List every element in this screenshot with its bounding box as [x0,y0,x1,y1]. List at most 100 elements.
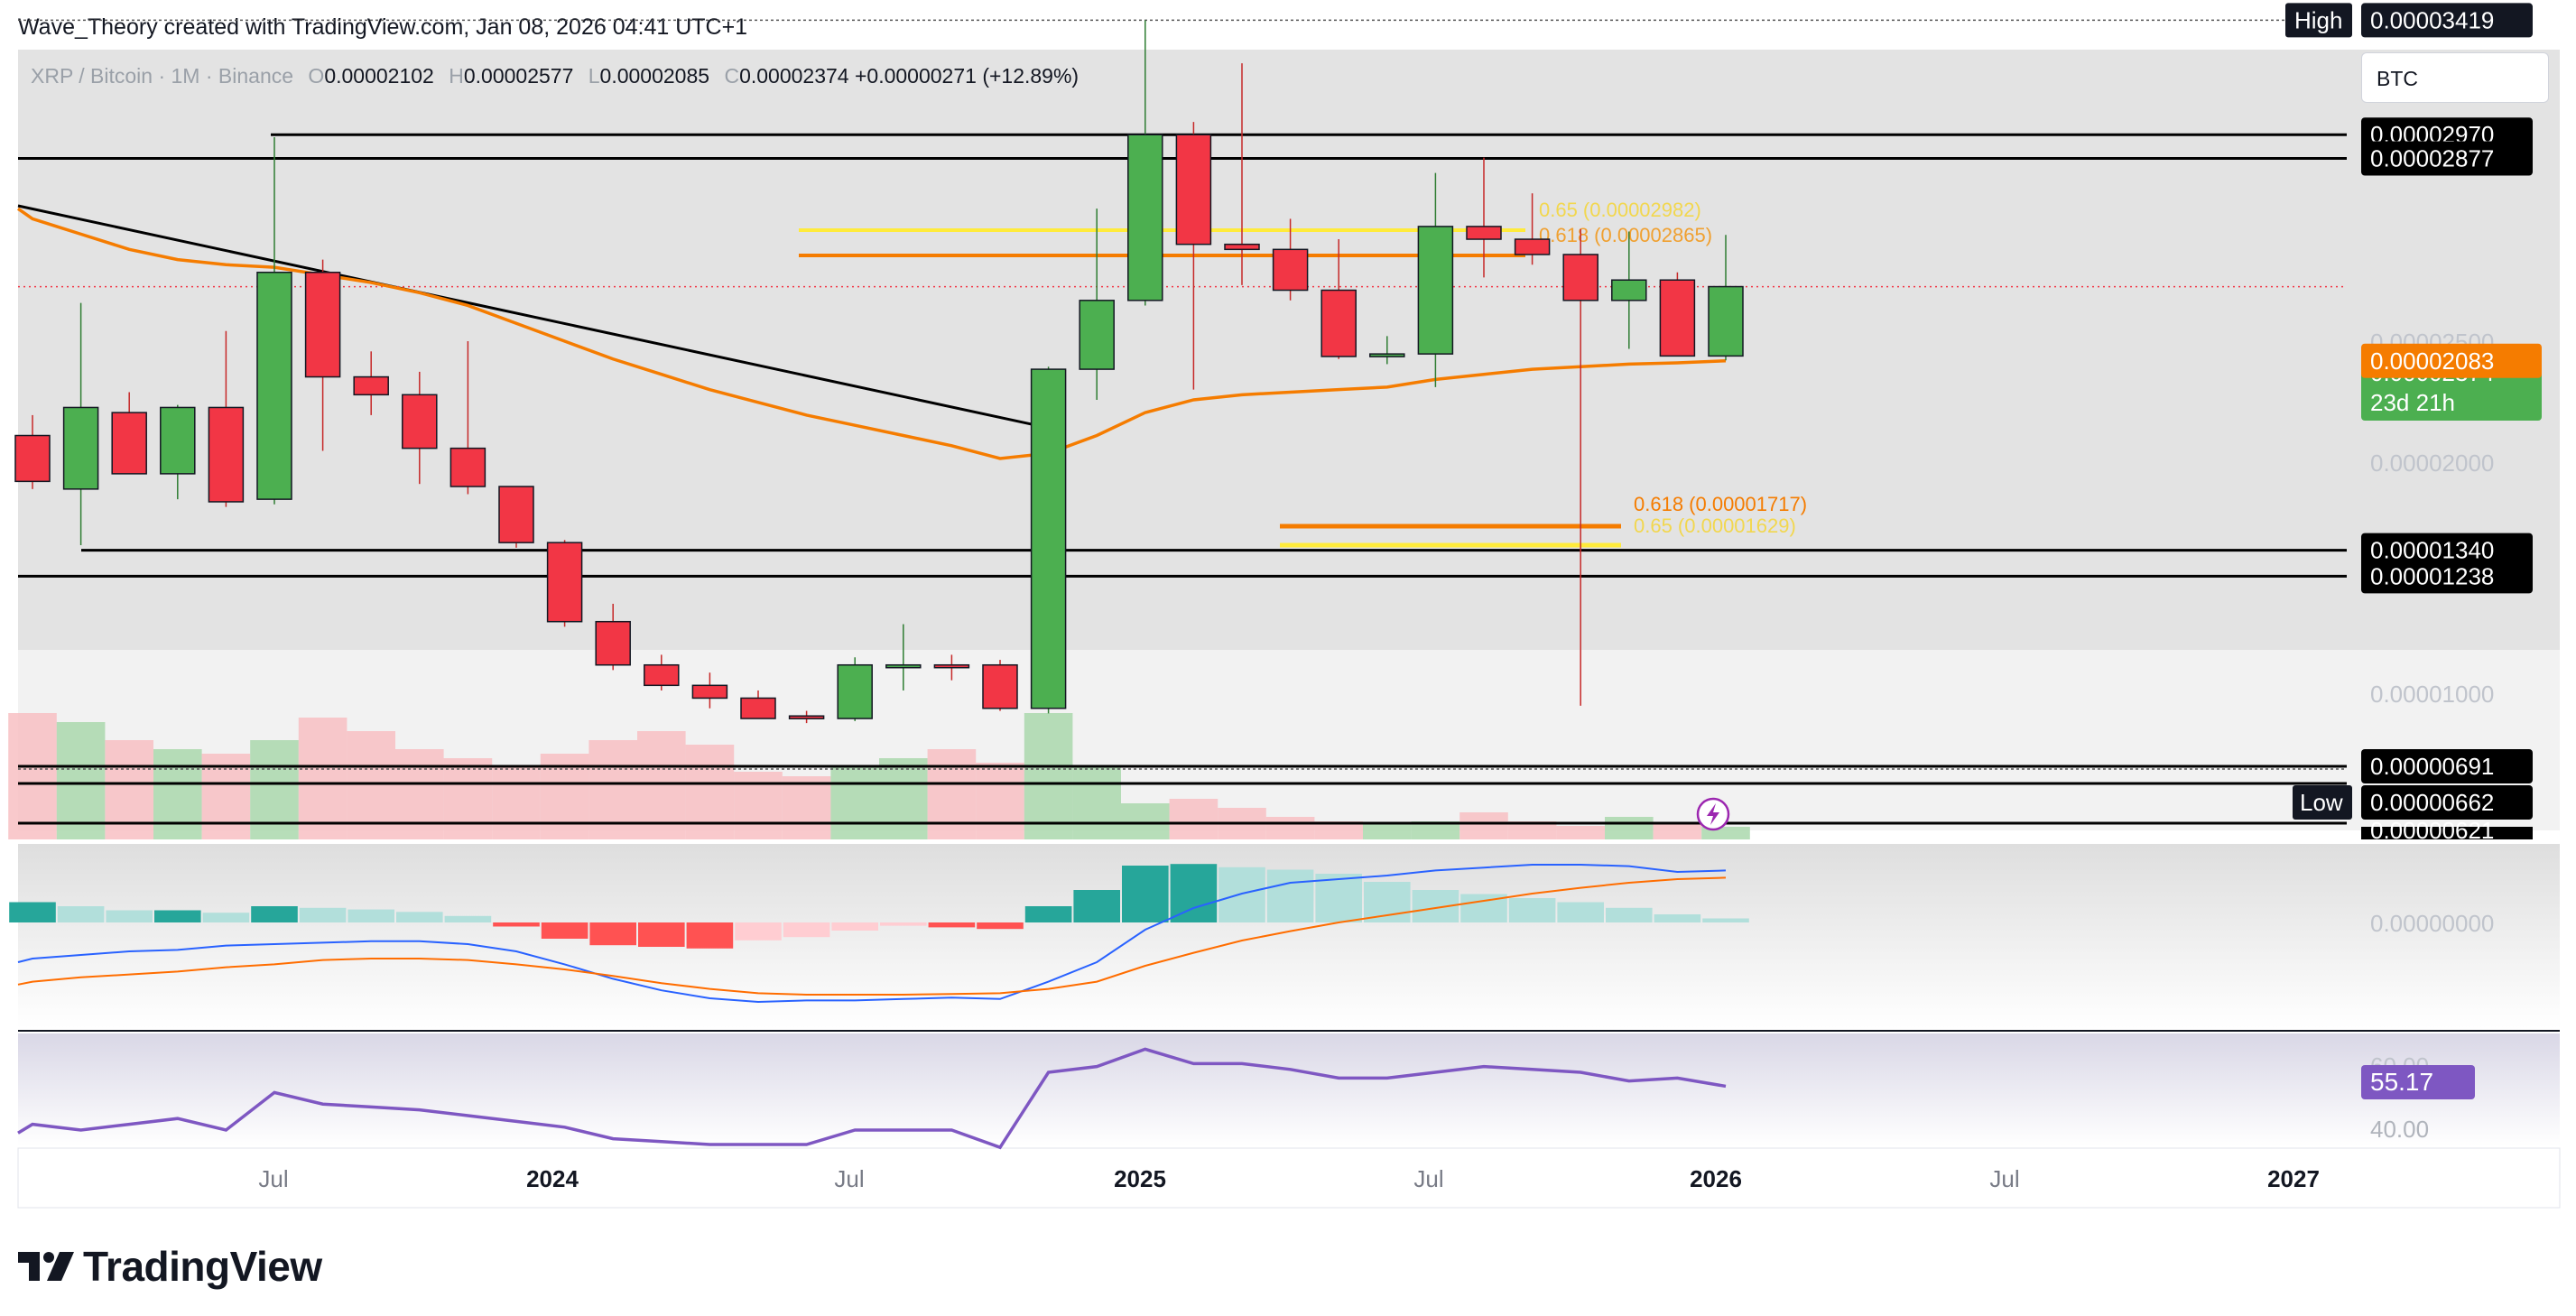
high-value: 0.00003419 [2370,6,2494,33]
shade-bar [879,758,928,839]
ohlc-legend: XRP / Bitcoin · 1M · Binance O0.00002102… [31,64,1079,88]
fib-0.618-upper-label: 0.618 (0.00002865) [1539,224,1712,246]
shade-bar [298,718,347,839]
macd-histogram-bar [1073,890,1120,922]
level-value: 0.00001238 [2370,562,2494,589]
candle-body [837,663,873,719]
macd-histogram-bar [1654,914,1701,922]
time-axis-label: 2024 [526,1165,579,1192]
lightning-bolt-icon [1707,803,1719,825]
candle-body [691,684,728,700]
level-value-bg [2361,559,2533,594]
macd-histogram-bar [347,909,394,922]
shade-bar [1314,821,1363,839]
macd-zero-tick: 0.00000000 [2370,910,2494,937]
candle-body [1320,289,1357,357]
trend-line [17,204,1066,433]
macd-histogram-bar [928,922,976,928]
low-tag-label: Low [2300,789,2343,816]
shade-bar [1653,823,1702,839]
macd-pane [9,864,1749,1004]
candle-body [1659,279,1696,357]
level-value-bg [2361,141,2533,176]
price-tick: 0.00002000 [2370,449,2494,477]
shade-bar [347,731,395,839]
price-axis-labels: High 0.000034190.000029700.000028770.0000… [1696,3,2563,1143]
candle-body [1224,243,1260,251]
candle-body [160,406,196,475]
macd-histogram-bar [9,902,56,922]
shade-bar [1265,817,1315,839]
shade-bar [685,745,735,839]
candle-body [1708,285,1744,357]
level-value: 0.00002877 [2370,144,2494,171]
rsi-pane-bg [18,1033,2560,1146]
ema-value: 0.00002083 [2370,348,2494,375]
macd-histogram-bar [1170,864,1218,922]
time-axis-label: Jul [1989,1165,2019,1192]
macd-histogram-bar [1315,874,1362,922]
high-value-bg [2361,3,2533,38]
candle-body [595,620,631,666]
macd-histogram-bar [1024,906,1072,922]
candle-body [498,486,534,543]
macd-histogram-bar [106,910,153,922]
macd-histogram-bar [1606,907,1653,922]
volume-profile-shading [8,713,1750,839]
macd-histogram-bar [1122,866,1169,922]
macd-histogram-bar [299,907,347,922]
low-label: L [588,64,600,88]
macd-histogram-bar [1219,867,1265,922]
macd-histogram-bar [831,922,878,931]
candle-body [353,375,389,396]
macd-histogram-bar [977,922,1024,930]
shade-bar [1072,767,1121,839]
candle-body [111,412,147,475]
shade-bar [637,731,686,839]
macd-histogram-bar [202,913,250,922]
currency-selector[interactable]: BTC [2361,52,2549,103]
macd-histogram-bar [251,906,298,922]
candle-body [1079,300,1115,370]
candle-body [1611,279,1647,301]
shade-bar [927,749,977,839]
shade-bar [830,767,879,839]
brand-name: TradingView [83,1243,322,1290]
open-value: 0.00002102 [324,64,434,88]
macd-histogram-bar [57,906,105,922]
candle-body [402,394,438,449]
macd-histogram-bar [686,922,734,949]
candle-body [14,434,51,483]
shade-bar [153,749,202,839]
high-tag-bg [2285,3,2352,38]
low-value-bg [2361,785,2533,820]
candle-body [1272,248,1309,292]
shade-bar [1556,826,1605,839]
candle-body [982,663,1018,709]
time-axis: Jul 2024 Jul 2025 Jul 2026 Jul 2027 [258,1165,2320,1192]
shade-bar [1411,821,1460,839]
shade-bar [734,772,783,839]
candle-body [208,406,245,503]
high-label: H [449,64,464,88]
candle-body [1030,368,1067,709]
candles [14,20,1744,724]
open-label: O [308,64,325,88]
macd-histogram-bar [589,922,636,946]
macd-histogram-bar [880,922,927,926]
fib-0.65-lower-label: 0.65 (0.00001629) [1634,514,1796,537]
macd-histogram-bar [444,915,492,922]
candle-body [1417,226,1454,355]
candle-body [1175,134,1212,246]
candle-body [740,697,776,719]
shade-bar [492,767,541,839]
level-value-clipped: 0.00000621 [2370,817,2494,844]
candle-body [1369,353,1405,357]
candle-body [449,447,486,487]
macd-histogram-bar [735,922,782,941]
rsi-pane [17,1047,1727,1150]
shade-bar [1169,799,1219,839]
shade-bar [976,763,1024,839]
rsi-tick: 40.00 [2370,1116,2429,1143]
